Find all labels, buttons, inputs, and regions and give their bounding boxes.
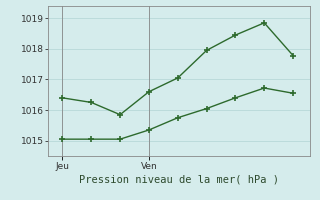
X-axis label: Pression niveau de la mer( hPa ): Pression niveau de la mer( hPa )	[79, 175, 279, 185]
